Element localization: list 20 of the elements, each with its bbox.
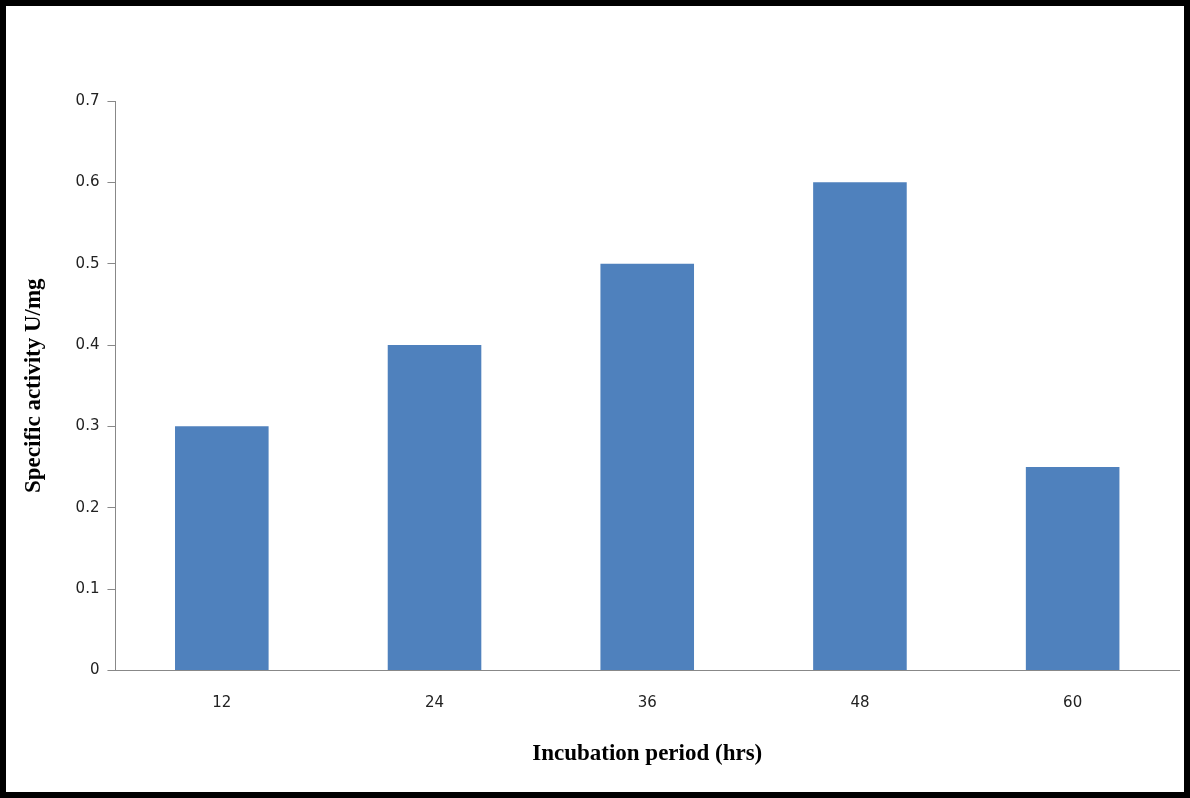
y-tick-label: 0.5 — [75, 253, 100, 272]
bar — [600, 263, 695, 670]
y-tick-label: 0.3 — [75, 416, 100, 435]
y-axis-title: Specific activity U/mg — [19, 277, 45, 494]
x-tick-label: 24 — [424, 693, 445, 712]
bar — [1025, 467, 1120, 670]
x-axis-title: Incubation period (hrs) — [532, 740, 763, 766]
y-tick-label: 0.6 — [75, 172, 100, 191]
x-tick-label: 12 — [212, 693, 232, 712]
bar — [813, 182, 907, 670]
y-tick-label: 0.4 — [75, 334, 100, 353]
bar — [387, 345, 482, 670]
x-tick-label: 48 — [850, 693, 870, 712]
y-tick-label: 0.7 — [75, 90, 100, 109]
y-tick-label: 0.2 — [75, 497, 100, 516]
y-tick-label: 0 — [89, 660, 100, 679]
x-tick-label: 60 — [1063, 693, 1083, 712]
x-tick-label: 36 — [637, 693, 657, 712]
y-tick-label: 0.1 — [75, 578, 100, 597]
bar — [175, 426, 269, 670]
